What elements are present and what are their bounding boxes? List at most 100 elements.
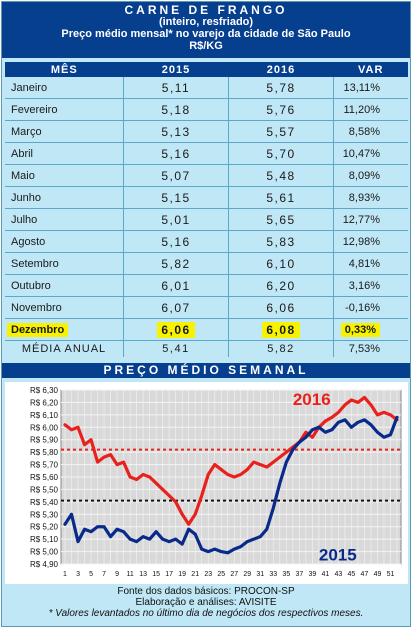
month-cell: Setembro (5, 252, 124, 275)
variation-cell: 11,20% (333, 98, 408, 121)
x-tick-label: 37 (295, 571, 303, 578)
footer-credits: Elaboração e análises: AVISITE (135, 597, 277, 608)
variation-cell: 12,98% (333, 230, 408, 253)
x-tick-label: 33 (269, 571, 277, 578)
y-tick-label: R$ 5,60 (30, 473, 59, 482)
value-2015-cell: 5,15 (123, 186, 229, 209)
x-tick-label: 29 (243, 571, 251, 578)
x-tick-label: 43 (335, 571, 343, 578)
series-line-2015 (63, 415, 399, 555)
table-row: Março 5,13 5,57 8,58% (5, 120, 408, 143)
series-line-2016 (63, 395, 399, 526)
column-header-2015: 2015 (123, 62, 229, 77)
table-row: Outubro 6,01 6,20 3,16% (5, 274, 408, 297)
x-tick-label: 5 (89, 571, 93, 578)
y-tick-label: R$ 6,30 (30, 386, 59, 395)
highlight-value: 0,33% (340, 322, 380, 337)
average-var: 7,53% (348, 343, 380, 355)
month-cell: Fevereiro (5, 98, 124, 121)
x-tick-label: 27 (230, 571, 238, 578)
value-2015-cell: 5,18 (123, 98, 229, 121)
month-cell: Novembro (5, 296, 124, 319)
y-tick-label: R$ 5,20 (30, 523, 59, 532)
table-row: Janeiro 5,11 5,78 13,11% (5, 77, 408, 99)
value-2015-cell: 5,01 (123, 208, 229, 231)
value-2016-cell: 5,48 (228, 164, 334, 187)
x-tick-label: 13 (139, 571, 147, 578)
x-tick-label: 19 (178, 571, 186, 578)
x-tick-label: 3 (76, 571, 80, 578)
value-2015-cell: 5,07 (123, 164, 229, 187)
month-cell: Abril (5, 142, 124, 165)
column-header-var: VAR (333, 62, 408, 77)
value-2015-cell: 6,01 (123, 274, 229, 297)
value-2015-cell: 5,16 (123, 142, 229, 165)
y-tick-label: R$ 5,50 (30, 485, 59, 494)
highlight-value: 6,08 (262, 321, 300, 338)
value-2016-cell: 5,65 (228, 208, 334, 231)
month-cell: Maio (5, 164, 124, 187)
table-row: Novembro 6,07 6,06 -0,16% (5, 296, 408, 319)
value-2015-cell: 5,82 (123, 252, 229, 275)
x-tick-label: 9 (115, 571, 119, 578)
highlight-label: Dezembro (7, 322, 69, 337)
average-label: MÉDIA ANUAL (5, 340, 124, 357)
variation-cell-negative: -0,16% (333, 296, 408, 319)
y-tick-label: R$ 6,00 (30, 423, 59, 432)
table-row: Abril 5,16 5,70 10,47% (5, 142, 408, 165)
value-2015-cell: 6,07 (123, 296, 229, 319)
x-tick-label: 51 (387, 571, 395, 578)
x-tick-label: 25 (217, 571, 225, 578)
table-row: Setembro 5,82 6,10 4,81% (5, 252, 408, 275)
y-tick-label: R$ 6,20 (30, 398, 59, 407)
x-tick-label: 17 (165, 571, 173, 578)
x-tick-label: 35 (282, 571, 290, 578)
value-2016-cell: 5,61 (228, 186, 334, 209)
x-tick-label: 45 (348, 571, 356, 578)
highlight-value: 6,06 (157, 321, 195, 338)
average-row: MÉDIA ANUAL 5,41 5,82 7,53% (5, 340, 408, 357)
y-tick-label: R$ 5,00 (30, 548, 59, 557)
x-tick-label: 49 (374, 571, 382, 578)
value-2016-cell: 6,20 (228, 274, 334, 297)
table-row: Junho 5,15 5,61 8,93% (5, 186, 408, 209)
value-2015-cell: 6,06 (123, 318, 229, 341)
y-tick-label: R$ 5,80 (30, 448, 59, 457)
month-cell: Dezembro (5, 318, 124, 341)
value-2016-cell: 5,76 (228, 98, 334, 121)
table-row: Maio 5,07 5,48 8,09% (5, 164, 408, 187)
variation-cell: 3,16% (333, 274, 408, 297)
chart-svg: R$ 4,90 R$ 5,00 R$ 5,10 R$ 5,20 R$ 5,30 R$ 5,… (30, 386, 402, 578)
footer-note: * Valores levantados no último dia de ne… (48, 608, 364, 619)
page-description: Preço médio mensal* no varejo da cidade … (61, 28, 351, 40)
variation-cell: 8,93% (333, 186, 408, 209)
x-tick-label: 31 (256, 571, 264, 578)
x-tick-label: 21 (191, 571, 199, 578)
x-tick-label: 7 (102, 571, 106, 578)
variation-cell: 4,81% (333, 252, 408, 275)
variation-cell: 8,58% (333, 120, 408, 143)
average-2015: 5,41 (123, 340, 229, 357)
weekly-price-chart: R$ 4,90 R$ 5,00 R$ 5,10 R$ 5,20 R$ 5,30 R$ 5,… (5, 382, 408, 584)
y-tick-label: R$ 6,10 (30, 411, 59, 420)
title-band: CARNE DE FRANGO (inteiro, resfriado) Pre… (2, 2, 410, 58)
y-tick-label: R$ 5,40 (30, 498, 59, 507)
series-label-2016: 2016 (293, 390, 331, 409)
footer-source: Fonte dos dados básicos: PROCON-SP (117, 586, 295, 597)
x-tick-label: 1 (63, 571, 67, 578)
variation-cell: 12,77% (333, 208, 408, 231)
value-2016-cell: 5,70 (228, 142, 334, 165)
value-2016-cell: 5,57 (228, 120, 334, 143)
price-table: MÊS 2015 2016 VAR Janeiro 5,11 5,78 13,11% … (5, 62, 408, 357)
table-row: Agosto 5,16 5,83 12,98% (5, 230, 408, 253)
page-subtitle: (inteiro, resfriado) (158, 16, 254, 28)
variation-cell: 0,33% (333, 318, 408, 341)
value-2016-cell: 5,78 (228, 77, 334, 99)
chart-section-title: PREÇO MÉDIO SEMANAL (2, 363, 410, 378)
variation-cell: 8,09% (333, 164, 408, 187)
table-header-row: MÊS 2015 2016 VAR (5, 62, 408, 77)
y-tick-label: R$ 5,70 (30, 461, 59, 470)
variation-cell: 13,11% (333, 77, 408, 99)
average-2016: 5,82 (228, 340, 334, 357)
